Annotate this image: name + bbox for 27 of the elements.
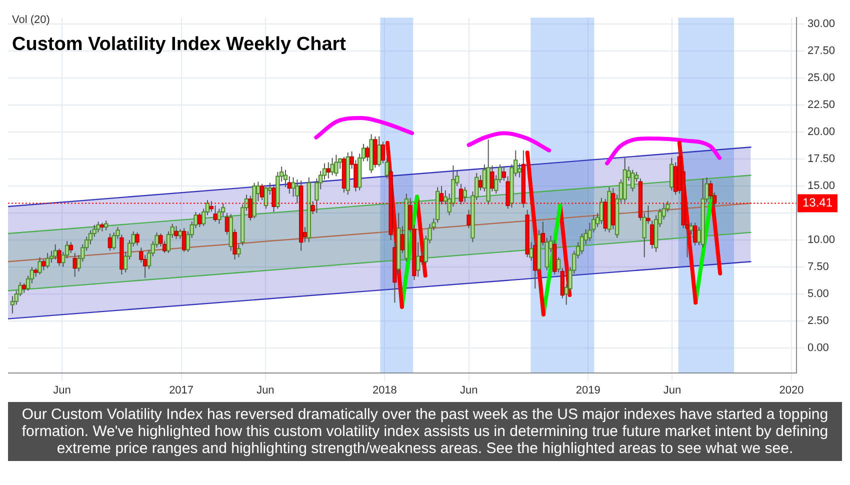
y-tick-label: 10.00 xyxy=(807,234,836,246)
y-tick-label: 7.50 xyxy=(807,261,829,274)
y-tick-label: 5.00 xyxy=(807,288,829,300)
x-tick-label: 2019 xyxy=(576,384,600,396)
line-series xyxy=(605,136,722,166)
y-tick-label: 20.00 xyxy=(807,126,836,138)
line-series xyxy=(314,116,414,140)
annotation: Vol (20) xyxy=(12,14,50,26)
y-tick-label: 27.50 xyxy=(807,45,836,58)
x-tick-label: Jun xyxy=(460,384,478,396)
line-series xyxy=(466,131,552,152)
text: Our Custom Volatility Index has reversed dramatically over the past week as the US major indexes have started a topping formation. We've highlighted how this custom volatility index assists us in determining true future market intent by defining extreme price ranges and highlighting strength/weakness areas. See the highlighted areas to see what we see. xyxy=(8,402,842,461)
x-tick-label: 2017 xyxy=(169,384,194,396)
ref-line-label: 13.41 xyxy=(802,196,833,210)
y-tick-label: 17.50 xyxy=(807,153,836,166)
y-tick-label: 30.00 xyxy=(807,18,836,30)
y-tick-label: 15.00 xyxy=(807,180,836,192)
y-tick-label: 25.00 xyxy=(807,72,836,84)
x-tick-label: Jun xyxy=(256,384,274,396)
x-tick-label: 2018 xyxy=(372,384,397,396)
x-tick-label: Jun xyxy=(663,384,682,396)
x-tick-label: 2020 xyxy=(779,384,804,396)
y-tick-label: 22.50 xyxy=(807,99,836,112)
text: Custom Volatility Index Weekly Chart xyxy=(12,34,346,56)
y-tick-label: 2.50 xyxy=(807,315,829,328)
x-tick-label: Jun xyxy=(53,384,71,396)
y-tick-label: 0.00 xyxy=(807,342,829,354)
